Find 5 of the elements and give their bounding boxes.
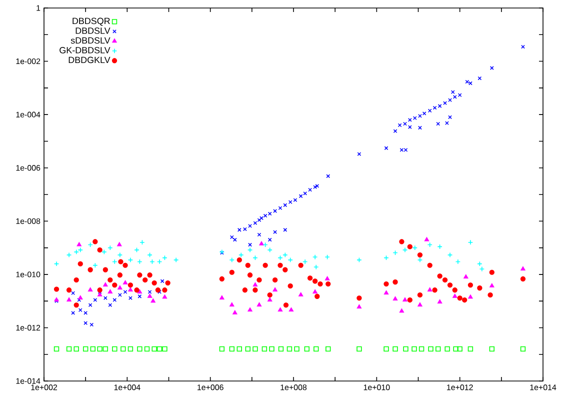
legend-label: DBDSLV — [76, 28, 110, 34]
legend-label: GK-DBDSLV — [60, 47, 110, 54]
legend-label: sDBDSLV — [70, 37, 110, 44]
legend-label: DBDGKLV — [68, 56, 110, 64]
legend-label: DBDSQR — [72, 18, 110, 26]
